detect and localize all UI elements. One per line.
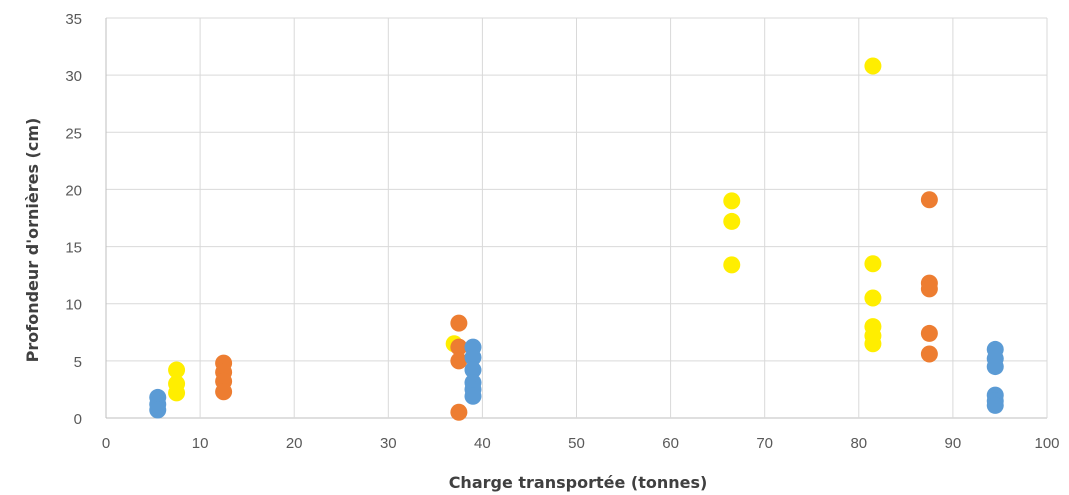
x-axis-title: Charge transportée (tonnes) [449,473,708,492]
data-point [450,314,468,332]
data-point [450,338,468,356]
x-tick-label: 30 [380,435,397,452]
data-point [864,289,882,307]
data-point [920,191,938,209]
gridlines [105,17,1048,419]
data-point [920,345,938,363]
data-points [149,57,1004,421]
y-tick-label: 30 [65,68,82,85]
data-point [864,335,882,353]
x-tick-label: 60 [662,435,679,452]
data-point [986,396,1004,414]
y-tick-label: 15 [65,240,82,257]
data-point [986,358,1004,376]
data-point [450,403,468,421]
x-tick-label: 90 [945,435,962,452]
x-tick-label: 100 [1034,435,1059,452]
data-point [464,348,482,366]
y-tick-label: 25 [65,125,82,142]
x-tick-label: 80 [850,435,867,452]
x-tick-label: 40 [474,435,491,452]
data-point [920,324,938,342]
y-axis-ticks: 0 5 10 15 20 25 30 35 [65,11,82,428]
y-tick-label: 20 [65,182,82,199]
x-tick-label: 70 [756,435,773,452]
data-point [168,361,186,379]
data-point [864,255,882,273]
data-point [149,401,167,419]
data-point [723,256,741,274]
data-point [215,383,233,401]
y-tick-label: 35 [65,11,82,28]
y-tick-label: 5 [74,354,82,371]
y-axis-title: Profondeur d'ornières (cm) [23,118,42,363]
data-point [723,212,741,230]
data-point [864,57,882,75]
y-tick-label: 10 [65,297,82,314]
x-axis-ticks: 0 10 20 30 40 50 60 70 80 90 100 [102,435,1060,452]
x-tick-label: 50 [568,435,585,452]
x-tick-label: 20 [286,435,303,452]
data-point [723,192,741,210]
data-point [464,387,482,405]
data-point [168,384,186,402]
data-point [920,280,938,298]
x-tick-label: 0 [102,435,110,452]
data-point [450,352,468,370]
x-tick-label: 10 [192,435,209,452]
y-tick-label: 0 [74,411,82,428]
data-point [464,361,482,379]
